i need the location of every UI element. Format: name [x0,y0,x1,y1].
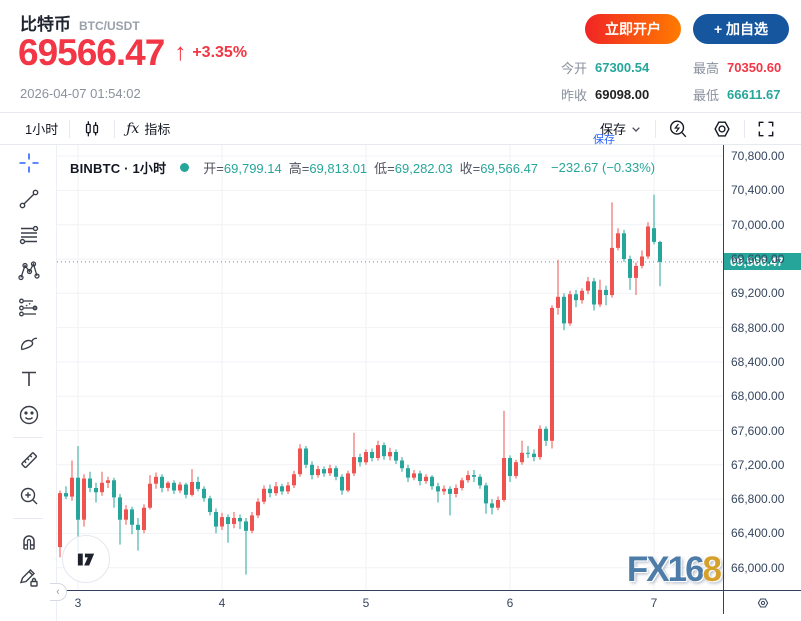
tool-projection-icon[interactable] [0,289,57,325]
up-arrow-icon: ↑ [174,39,187,66]
magnet-icon [22,535,35,550]
price-tick: 70,400.00 [731,183,785,197]
drawing-tools-sidebar [0,145,57,621]
zoom-in-icon [20,487,37,505]
collapse-sidebar-handle[interactable]: ‹ [50,583,67,601]
toolbar-divider [655,119,656,138]
tool-pattern-icon[interactable] [0,253,57,289]
save-layout-button[interactable]: 保存 保存 [589,113,655,146]
symbol-pair: BTC/USDT [79,19,140,33]
ruler-icon [20,452,37,469]
tool-fib-lines-icon[interactable] [0,217,57,253]
draw-lock-icon [19,569,38,587]
tool-ruler-icon[interactable] [0,442,57,478]
current-price-badge: 69,566.47 [724,253,801,270]
text-icon [21,371,36,386]
price-tick: 67,600.00 [731,424,785,438]
chart-toolbar: 1小时 ƒx 指标 保存 保存 [0,112,801,146]
legend-item: 收=69,566.47 [459,161,539,176]
time-axis[interactable]: 3 4 5 6 7 [57,590,723,614]
quote-stats: 今开 67300.54 最高 70350.60 昨收 69098.00 最低 66611.67 [561,58,789,104]
tradingview-logo[interactable] [62,535,110,583]
time-tick: 6 [506,596,514,610]
tool-magnet-icon[interactable] [0,523,57,559]
crosshair-icon [19,153,38,173]
tool-crosshair-icon[interactable] [0,145,57,181]
add-watchlist-button[interactable]: + 加自选 [693,14,789,44]
fullscreen-icon [758,121,774,136]
price-tick: 68,000.00 [731,389,785,403]
candlestick-chart [57,145,723,590]
tool-brush-icon[interactable] [0,325,57,361]
candles-icon [86,120,99,136]
time-tick: 7 [650,596,658,610]
tool-zoom-in-icon[interactable] [0,478,57,514]
price-tick: 67,200.00 [731,458,785,472]
indicators-button[interactable]: ƒx 指标 [126,120,171,138]
chevron-down-icon [632,126,640,132]
symbol-header: 比特币 BTC/USDT 69566.47 ↑ +3.35% 2026-04-0… [0,0,801,112]
fx168-watermark: FX168 [626,550,722,589]
save-tooltip: 保存 [592,134,615,146]
chart-legend[interactable]: BINBTC · 1小时 开=69,799.14 高=69,813.01 低=69,… [70,158,655,177]
price-tick: 66,800.00 [731,492,785,506]
symbol-name: 比特币 [20,15,71,34]
pattern-icon [17,261,40,281]
price-tick: 70,800.00 [731,149,785,163]
stat-今开: 今开 67300.54 [560,60,650,76]
price-tick: 70,000.00 [731,218,785,232]
legend-item: 低=69,282.03 [374,161,453,176]
legend-item: 高=69,813.01 [288,161,368,176]
legend-change: −232.67 (−0.33%) [551,160,656,175]
time-tick: 4 [218,596,226,610]
tool-draw-lock-icon[interactable] [0,559,57,595]
toolbar-divider [114,119,116,138]
last-price: 69566.47 [18,32,165,73]
price-tick: 66,400.00 [731,526,785,540]
quick-search-icon [669,120,687,137]
legend-item: 开=69,799.14 [203,161,282,176]
chart-style-button[interactable] [70,113,114,144]
quote-timestamp: 2026-04-07 01:54:02 [20,86,141,101]
tool-trend-line-icon[interactable] [0,181,57,217]
interval-selector[interactable]: 1小时 [25,122,59,137]
price-tick: 66,000.00 [731,561,785,575]
trend-line-icon [19,189,38,209]
price-tick: 69,600.00 [731,252,785,266]
chart-settings-button[interactable] [700,113,744,144]
emoji-icon [19,405,38,425]
settings-icon [714,120,730,137]
series-status-dot [180,163,190,172]
fib-lines-icon [19,225,38,245]
tool-emoji-icon[interactable] [0,397,57,433]
projection-icon [18,298,37,317]
chart-plot-area[interactable]: BINBTC · 1小时 开=69,799.14 高=69,813.01 低=69,… [57,145,723,590]
tool-text-icon[interactable] [0,361,57,397]
fx-icon: ƒx [126,120,140,137]
tools-divider [13,437,43,438]
stat-最低: 最低 66611.67 [692,87,781,103]
quick-search-button[interactable] [656,113,700,144]
stat-最高: 最高 70350.60 [692,60,782,76]
tools-divider [13,518,43,519]
legend-title: BINBTC · 1小时 [70,161,167,176]
toolbar-divider [744,119,745,138]
price-tick: 68,800.00 [731,321,785,335]
time-tick: 3 [74,596,82,610]
toolbar-divider [69,119,71,138]
axis-settings-gear-icon [757,597,768,608]
price-tick: 69,200.00 [731,286,785,300]
price-axis[interactable]: 69,566.47 70,800.00 70,400.00 70,000.00 69,… [723,145,801,590]
open-account-button[interactable]: 立即开户 [585,14,681,44]
fullscreen-button[interactable] [745,113,787,144]
legend-ohlc: 开=69,799.14 高=69,813.01 低=69,282.03 收=69,56… [203,158,545,177]
stat-昨收: 昨收 69098.00 [560,87,650,103]
change-percent: +3.35% [192,44,248,61]
brush-icon [20,337,37,351]
time-tick: 5 [362,596,370,610]
price-tick: 68,400.00 [731,355,785,369]
axis-settings-cell[interactable] [723,590,801,614]
